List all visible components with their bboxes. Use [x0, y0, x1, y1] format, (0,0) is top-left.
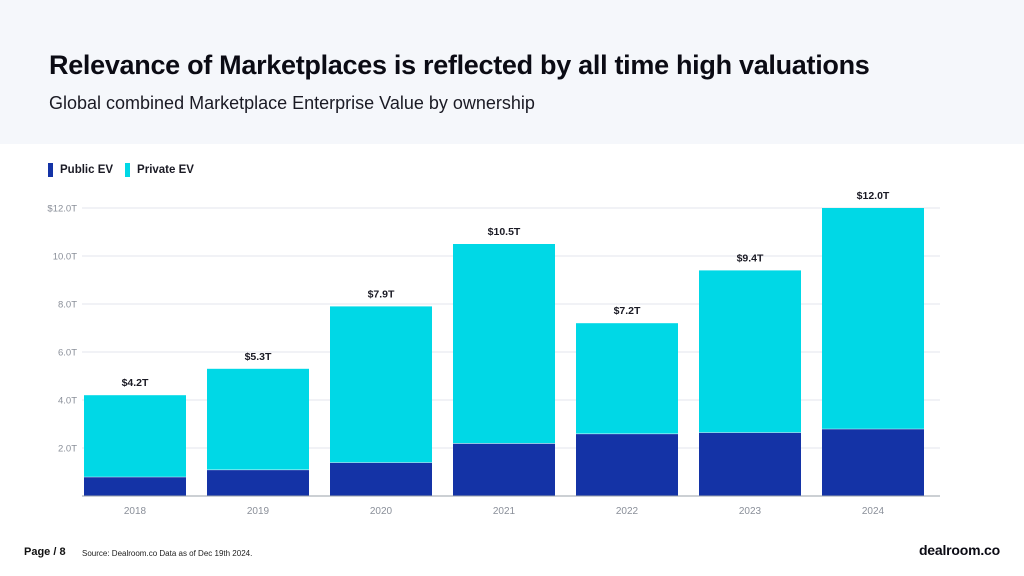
bar-total-label: $7.2T — [614, 305, 641, 317]
bar-segment-private — [453, 244, 555, 444]
bar-total-label: $9.4T — [737, 252, 764, 264]
chart-legend: Public EV Private EV — [48, 163, 206, 177]
bar-segment-private — [576, 323, 678, 434]
y-tick-label: $12.0T — [47, 204, 77, 215]
bar-segment-public — [207, 469, 309, 496]
legend-item-private: Private EV — [125, 163, 194, 177]
x-tick-label: 2021 — [493, 506, 516, 517]
y-tick-label: 6.0T — [58, 348, 77, 359]
source-note: Source: Dealroom.co Data as of Dec 19th … — [82, 549, 253, 558]
legend-label-private: Private EV — [137, 164, 194, 176]
page-subtitle: Global combined Marketplace Enterprise V… — [49, 93, 535, 113]
header-band: Relevance of Marketplaces is reflected b… — [0, 0, 1024, 144]
y-tick-label: 2.0T — [58, 444, 77, 455]
x-tick-label: 2024 — [862, 506, 885, 517]
bar-total-label: $4.2T — [122, 377, 149, 389]
x-tick-label: 2018 — [124, 506, 147, 517]
page-number: Page / 8 — [24, 546, 66, 558]
x-tick-label: 2022 — [616, 506, 639, 517]
legend-swatch-public — [48, 163, 53, 177]
legend-label-public: Public EV — [60, 164, 114, 176]
x-tick-label: 2020 — [370, 506, 393, 517]
x-tick-label: 2023 — [739, 506, 762, 517]
bar-total-label: $12.0T — [857, 190, 890, 202]
legend-item-public: Public EV — [48, 163, 113, 177]
x-tick-label: 2019 — [247, 506, 270, 517]
y-tick-label: 10.0T — [53, 252, 77, 263]
bar-segment-public — [84, 476, 186, 496]
bar-segment-public — [330, 462, 432, 496]
y-tick-label: 8.0T — [58, 300, 77, 311]
bar-segment-private — [207, 368, 309, 470]
bar-segment-private — [330, 306, 432, 463]
bar-segment-public — [822, 428, 924, 496]
bar-segment-private — [699, 270, 801, 433]
bar-segment-public — [453, 443, 555, 496]
page-title: Relevance of Marketplaces is reflected b… — [49, 50, 870, 80]
bar-segment-public — [699, 432, 801, 496]
brand-logo: dealroom.co — [918, 542, 1000, 558]
bar-segment-private — [822, 208, 924, 429]
bar-total-label: $7.9T — [368, 288, 395, 300]
y-tick-label: 4.0T — [58, 396, 77, 407]
legend-swatch-private — [125, 163, 131, 177]
bar-total-label: $10.5T — [488, 226, 521, 238]
bar-segment-public — [576, 433, 678, 496]
bar-segment-private — [84, 395, 186, 477]
bar-total-label: $5.3T — [245, 351, 272, 363]
